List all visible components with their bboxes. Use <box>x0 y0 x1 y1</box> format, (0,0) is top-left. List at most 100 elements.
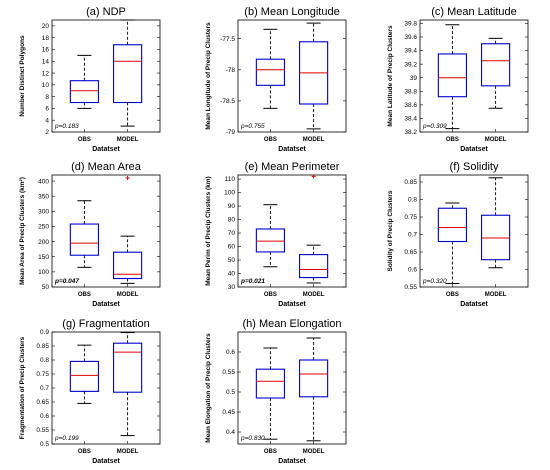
y-tick-label: 150 <box>38 254 49 261</box>
y-tick-label: 4 <box>45 117 49 124</box>
x-axis-label: Datatset <box>278 301 306 308</box>
y-tick-label: 0.5 <box>40 441 49 448</box>
y-tick-label: 0.8 <box>408 197 417 204</box>
y-tick-label: 38.4 <box>404 116 417 123</box>
y-tick-label: 16 <box>42 47 50 54</box>
y-tick-label: 39.2 <box>404 61 417 68</box>
y-axis-label: Mean Longitude of Precip Clusters <box>205 22 212 130</box>
y-tick-label: 0.6 <box>408 267 417 274</box>
panel-6: (f) Solidity 0.55 0.6 0.65 0.7 0.75 0.8 0.85 OBS… <box>387 161 529 308</box>
iqr-box <box>69 360 99 392</box>
y-tick-label: 110 <box>225 176 236 183</box>
panel-3: (c) Mean Latitude 38.2 38.4 38.6 38.8 39 39.2 3… <box>387 6 529 153</box>
iqr-box <box>437 53 467 98</box>
x-axis-label: Datatset <box>92 458 120 465</box>
y-tick-label: 60 <box>228 244 236 251</box>
iqr-box <box>255 368 285 399</box>
y-tick-label: 0.55 <box>36 427 49 434</box>
y-tick-label: 50 <box>228 257 236 264</box>
y-axis-label: Number Distinct Polygons <box>19 35 26 117</box>
iqr-box <box>69 80 99 104</box>
y-tick-label: 0.55 <box>222 369 235 376</box>
x-axis-label: Datatset <box>460 301 488 308</box>
x-tick-label: MODEL <box>485 292 507 298</box>
x-tick-label: OBS <box>264 137 277 143</box>
y-tick-label: 200 <box>38 239 49 246</box>
y-tick-label: 10 <box>42 82 50 89</box>
y-tick-label: 0.75 <box>36 371 49 378</box>
panel-title: (d) Mean Area <box>71 161 142 173</box>
x-axis-label: Datatset <box>92 301 120 308</box>
box-model <box>481 37 511 109</box>
y-tick-label: 39.4 <box>404 48 417 55</box>
panel-title: (f) Solidity <box>450 161 499 173</box>
x-axis-label: Datatset <box>92 146 120 153</box>
y-tick-label: 300 <box>38 209 49 216</box>
y-tick-label: 6 <box>45 106 49 113</box>
y-tick-label: 2 <box>45 129 49 136</box>
p-value-label: p=0.047 <box>54 278 79 285</box>
y-tick-label: 38.6 <box>404 102 417 109</box>
box-obs <box>255 28 285 109</box>
p-value-label: p=0.755 <box>240 123 265 130</box>
y-tick-label: 39.8 <box>404 21 417 28</box>
y-axis-label: Fragmentation of Precip Clusters <box>19 336 26 439</box>
plot-frame <box>419 19 529 133</box>
plot-frame <box>51 174 161 288</box>
y-tick-label: 0.8 <box>40 357 49 364</box>
x-tick-label: MODEL <box>485 137 507 143</box>
panel-title: (g) Fragmentation <box>62 318 149 330</box>
panel-title: (a) NDP <box>86 6 126 18</box>
y-tick-label: 0.45 <box>222 409 235 416</box>
x-tick-label: OBS <box>78 292 91 298</box>
y-tick-label: 12 <box>42 70 50 77</box>
box-model <box>299 174 329 284</box>
y-tick-label: 0.4 <box>226 429 235 436</box>
y-tick-label: 30 <box>228 284 236 291</box>
y-tick-label: 39.6 <box>404 34 417 41</box>
x-tick-label: OBS <box>264 449 277 455</box>
y-tick-label: 0.7 <box>40 385 49 392</box>
y-tick-label: 38.2 <box>404 129 417 136</box>
y-tick-label: 0.7 <box>408 232 417 239</box>
plot-frame <box>51 331 161 445</box>
y-tick-label: -78.5 <box>220 98 235 105</box>
y-axis-label: Mean Latitude of Precip Clusters <box>387 25 394 127</box>
panel-4: (d) Mean Area 50 100 150 200 250 300 350 400 OBS M… <box>19 161 161 308</box>
panel-1: (a) NDP 2 4 6 8 10 12 14 16 18 20 OBS MODEL Datatset N… <box>19 6 161 153</box>
y-tick-label: 0.5 <box>226 389 235 396</box>
x-tick-label: MODEL <box>117 137 139 143</box>
iqr-box <box>69 223 99 256</box>
y-tick-label: 20 <box>42 23 50 30</box>
x-tick-label: OBS <box>446 292 459 298</box>
iqr-box <box>113 44 143 104</box>
iqr-box <box>481 43 511 87</box>
y-tick-label: 100 <box>224 190 235 197</box>
box-model <box>113 332 143 437</box>
x-tick-label: OBS <box>78 449 91 455</box>
y-tick-label: 100 <box>38 269 49 276</box>
y-tick-label: 0.55 <box>404 284 417 291</box>
iqr-box <box>255 58 285 86</box>
box-obs <box>437 202 467 284</box>
y-tick-label: 39 <box>410 75 418 82</box>
y-tick-label: 0.75 <box>404 214 417 221</box>
p-value-label: p=0.199 <box>54 435 79 442</box>
panel-7: (g) Fragmentation 0.5 0.55 0.6 0.65 0.7 0.75 0.… <box>19 318 161 465</box>
x-tick-label: OBS <box>446 137 459 143</box>
panel-title: (c) Mean Latitude <box>431 6 517 18</box>
plot-frame <box>237 331 347 445</box>
box-model <box>481 177 511 269</box>
box-model <box>113 176 143 284</box>
x-axis-label: Datatset <box>278 146 306 153</box>
y-tick-label: 50 <box>42 284 50 291</box>
x-tick-label: MODEL <box>117 449 139 455</box>
y-axis-label: Solidity of Precip Clusters <box>387 190 394 271</box>
iqr-box <box>299 359 329 398</box>
p-value-label: p=0.183 <box>54 123 79 130</box>
y-tick-label: 0.6 <box>226 349 235 356</box>
y-tick-label: 250 <box>38 224 49 231</box>
x-axis-label: Datatset <box>278 458 306 465</box>
plot-frame <box>51 19 161 133</box>
